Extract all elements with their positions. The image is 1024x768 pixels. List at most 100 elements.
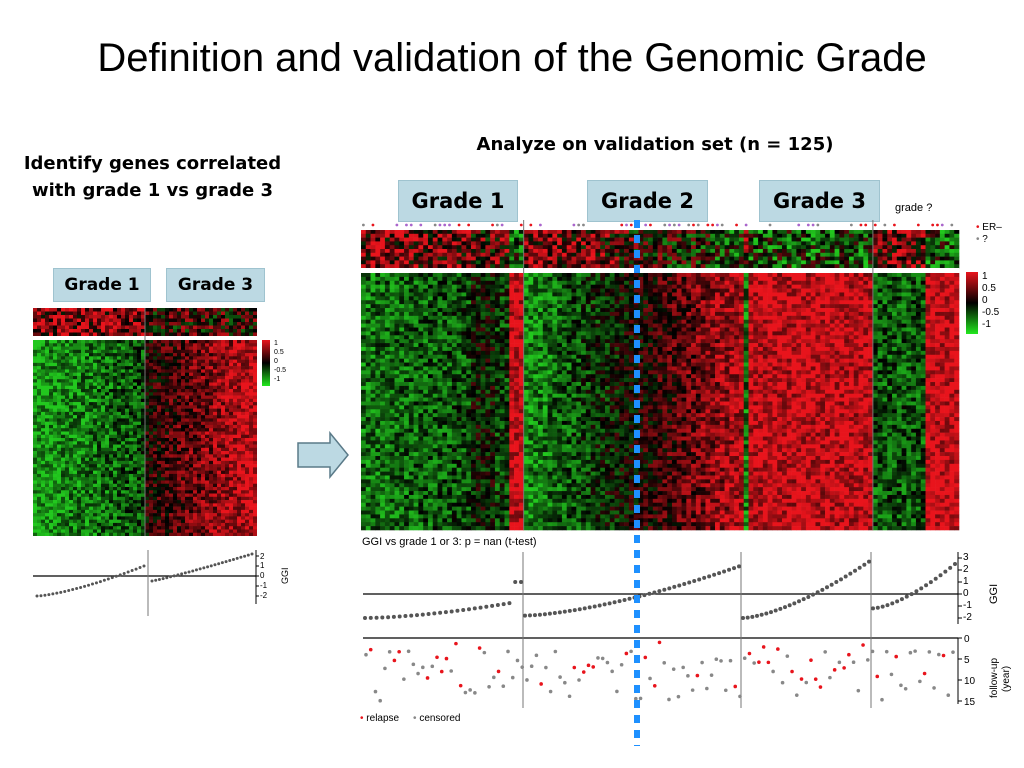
heat-cell — [165, 457, 170, 462]
heat-cell — [89, 421, 94, 426]
heat-cell — [796, 252, 802, 257]
heat-cell — [181, 496, 186, 501]
heat-cell — [213, 359, 218, 364]
heat-cell — [137, 522, 142, 527]
heat-cell — [117, 424, 122, 429]
heat-cell — [53, 372, 58, 377]
heat-cell — [413, 230, 419, 235]
heat-cell — [101, 477, 106, 481]
heat-cell — [113, 318, 118, 323]
heat-cell — [700, 252, 706, 257]
heat-cell — [173, 318, 178, 323]
heat-cell — [253, 366, 257, 370]
heat-cell — [600, 256, 606, 261]
heat-cell — [447, 256, 453, 261]
heat-cell — [920, 233, 926, 238]
heat-cell — [105, 359, 110, 364]
heat-cell — [671, 245, 678, 250]
heat-cell — [109, 418, 114, 422]
heat-cell — [237, 318, 242, 323]
heat-cell — [97, 464, 102, 468]
heat-cell — [41, 346, 46, 351]
heat-cell — [213, 451, 218, 455]
heat-cell — [533, 260, 539, 265]
heat-cell — [466, 249, 472, 254]
heat-cell — [165, 402, 170, 406]
heat-cell — [185, 467, 190, 471]
heat-cell — [872, 252, 878, 257]
heat-cell — [710, 241, 716, 246]
heat-cell — [45, 428, 50, 432]
heat-cell — [97, 477, 102, 481]
heat-cell — [109, 441, 114, 445]
er-dot — [395, 223, 399, 227]
heat-cell — [209, 506, 214, 511]
heat-cell — [153, 325, 158, 330]
heat-cell — [906, 252, 912, 257]
heat-cell — [173, 467, 178, 471]
heat-cell — [61, 385, 66, 390]
heat-cell — [49, 415, 54, 419]
heat-cell — [77, 424, 82, 429]
heat-cell — [241, 372, 246, 377]
heat-cell — [384, 252, 391, 257]
heat-cell — [121, 332, 126, 337]
heat-cell — [121, 522, 126, 527]
heat-cell — [181, 516, 186, 520]
heat-cell — [189, 349, 194, 354]
heat-cell — [205, 487, 210, 491]
heat-cell — [490, 230, 496, 235]
ggi-point — [122, 571, 126, 575]
heat-cell — [93, 480, 98, 485]
heat-cell — [61, 329, 66, 333]
heat-cell — [89, 315, 94, 319]
heat-cell — [399, 233, 405, 238]
heat-cell — [648, 241, 654, 246]
heat-cell — [101, 398, 106, 403]
heat-cell — [145, 346, 150, 351]
heat-cell — [614, 233, 620, 238]
heat-cell — [133, 369, 138, 373]
heat-cell — [695, 237, 701, 242]
heat-cell — [77, 340, 82, 344]
heat-cell — [157, 366, 162, 370]
heat-cell — [205, 460, 210, 465]
heat-cell — [249, 353, 254, 357]
heat-cell — [121, 415, 126, 419]
heat-cell — [77, 385, 82, 390]
er-dot — [500, 223, 504, 227]
heat-cell — [185, 340, 190, 344]
heat-cell — [157, 447, 162, 452]
heat-cell — [442, 241, 448, 246]
left-ggi-tick: -1 — [260, 581, 268, 590]
heat-cell — [509, 256, 515, 261]
heat-cell — [189, 322, 194, 326]
heat-cell — [229, 318, 234, 323]
heat-cell — [380, 260, 386, 265]
heat-cell — [109, 398, 114, 403]
heat-cell — [547, 237, 553, 242]
heat-cell — [691, 237, 697, 242]
heat-cell — [229, 480, 234, 485]
heat-cell — [181, 483, 186, 488]
heat-cell — [253, 379, 257, 383]
heat-cell — [935, 237, 941, 242]
heat-cell — [475, 233, 481, 238]
heat-cell — [53, 332, 58, 337]
heat-cell — [801, 233, 807, 238]
heat-cell — [217, 392, 222, 396]
heat-cell — [37, 447, 42, 452]
heat-cell — [161, 329, 166, 333]
heat-cell — [185, 395, 190, 400]
heat-cell — [169, 353, 174, 357]
er-dot — [687, 223, 691, 227]
heat-cell — [81, 389, 86, 393]
heat-cell — [121, 470, 126, 475]
heat-cell — [233, 392, 238, 396]
heat-cell — [667, 256, 673, 261]
heat-cell — [185, 379, 190, 383]
heat-cell — [657, 245, 663, 250]
heat-cell — [153, 318, 158, 323]
heat-cell — [165, 359, 170, 364]
ggi-point — [47, 593, 51, 597]
